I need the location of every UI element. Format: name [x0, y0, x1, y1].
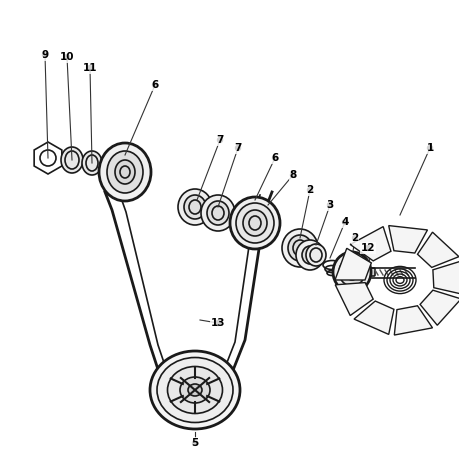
- Text: 6: 6: [271, 153, 279, 163]
- Text: 6: 6: [151, 80, 159, 90]
- Circle shape: [308, 188, 313, 192]
- Polygon shape: [335, 248, 371, 280]
- Polygon shape: [350, 227, 391, 261]
- Ellipse shape: [201, 195, 235, 231]
- Ellipse shape: [188, 384, 202, 396]
- Ellipse shape: [82, 151, 102, 175]
- Text: 9: 9: [41, 50, 49, 60]
- Polygon shape: [389, 226, 427, 253]
- Circle shape: [192, 440, 197, 446]
- Text: 12: 12: [361, 243, 375, 253]
- Circle shape: [235, 145, 241, 151]
- Circle shape: [65, 55, 69, 59]
- Ellipse shape: [168, 367, 223, 414]
- Circle shape: [427, 145, 432, 151]
- Text: 7: 7: [234, 143, 242, 153]
- Circle shape: [365, 246, 370, 250]
- Ellipse shape: [236, 203, 274, 243]
- Ellipse shape: [302, 246, 318, 264]
- Circle shape: [43, 53, 47, 57]
- Ellipse shape: [230, 197, 280, 249]
- Circle shape: [215, 321, 220, 325]
- Text: 7: 7: [216, 135, 224, 145]
- Ellipse shape: [107, 151, 143, 193]
- Ellipse shape: [339, 258, 365, 286]
- Text: 11: 11: [83, 63, 97, 73]
- Circle shape: [152, 83, 157, 87]
- Circle shape: [353, 236, 358, 240]
- Text: 10: 10: [60, 52, 74, 62]
- Ellipse shape: [288, 235, 312, 261]
- Text: 1: 1: [426, 143, 434, 153]
- Polygon shape: [420, 290, 459, 325]
- Circle shape: [273, 155, 278, 161]
- Text: 13: 13: [211, 318, 225, 328]
- Ellipse shape: [282, 229, 318, 267]
- Ellipse shape: [333, 252, 371, 292]
- Circle shape: [218, 137, 223, 142]
- Ellipse shape: [180, 377, 210, 403]
- FancyBboxPatch shape: [365, 268, 375, 276]
- Circle shape: [291, 172, 296, 178]
- Circle shape: [328, 202, 332, 208]
- Ellipse shape: [115, 160, 135, 184]
- Circle shape: [342, 219, 347, 225]
- Text: 3: 3: [326, 200, 334, 210]
- Polygon shape: [394, 306, 432, 335]
- Ellipse shape: [296, 240, 324, 270]
- Text: 2: 2: [352, 233, 358, 243]
- Text: 8: 8: [289, 170, 297, 180]
- Ellipse shape: [184, 195, 206, 219]
- Ellipse shape: [306, 244, 326, 266]
- Text: 5: 5: [191, 438, 199, 448]
- Polygon shape: [354, 301, 394, 334]
- Text: 2: 2: [306, 185, 313, 195]
- Circle shape: [88, 66, 93, 70]
- Ellipse shape: [61, 147, 83, 173]
- Ellipse shape: [150, 351, 240, 429]
- Ellipse shape: [157, 358, 233, 422]
- Polygon shape: [433, 261, 459, 294]
- Polygon shape: [335, 283, 373, 315]
- Ellipse shape: [243, 210, 267, 236]
- Ellipse shape: [207, 201, 229, 225]
- Ellipse shape: [178, 189, 212, 225]
- Text: 4: 4: [341, 217, 349, 227]
- Ellipse shape: [99, 143, 151, 201]
- Polygon shape: [418, 232, 459, 267]
